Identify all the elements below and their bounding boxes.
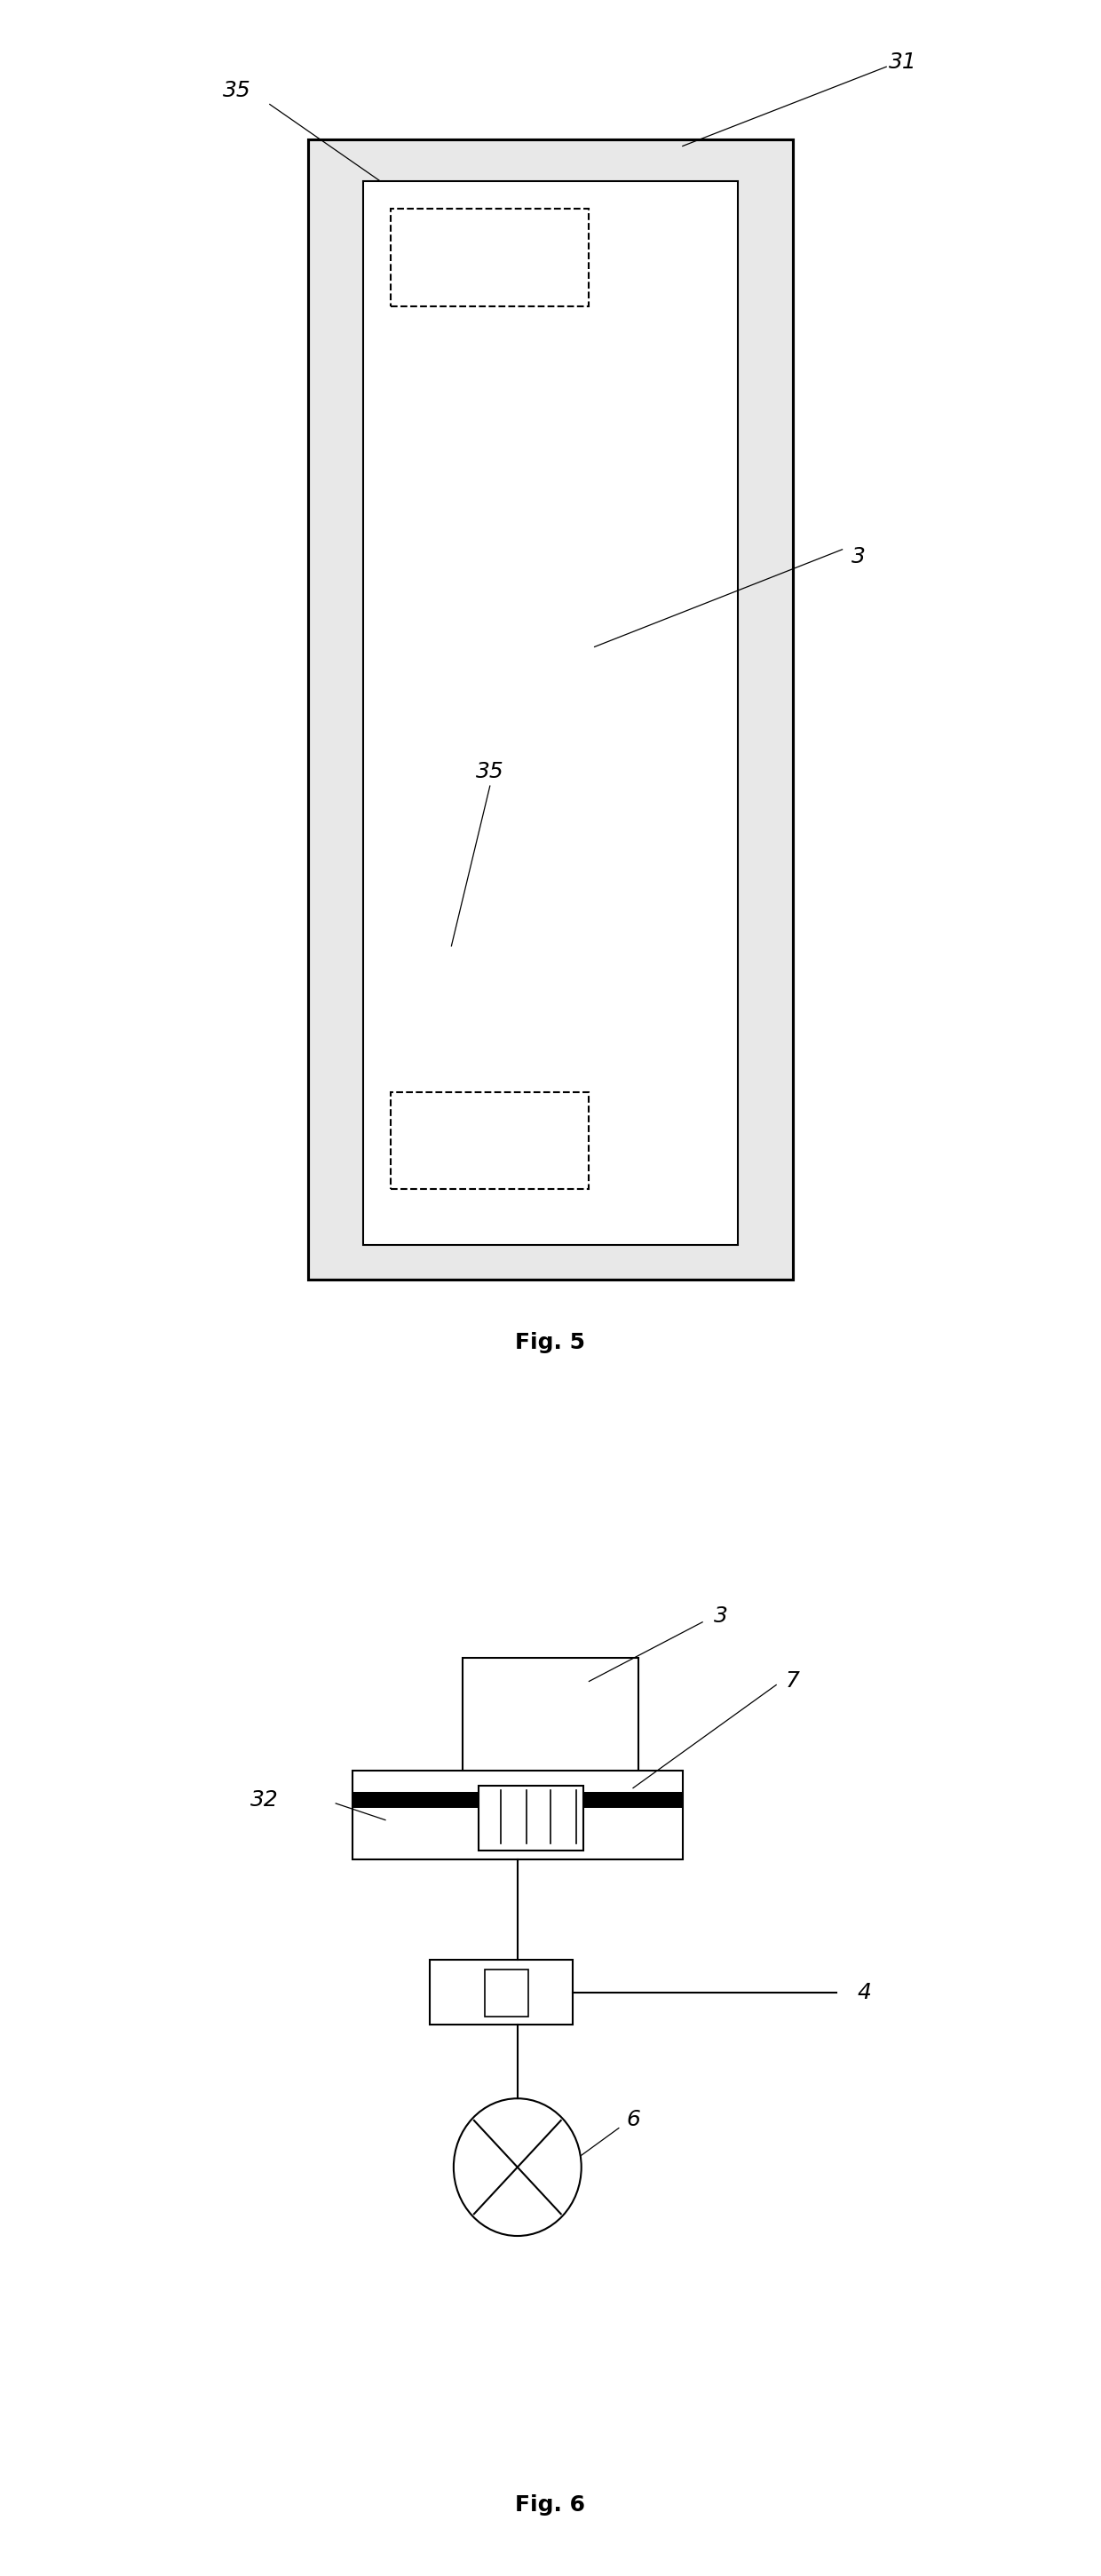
Bar — [462, 1659, 639, 1793]
Text: 31: 31 — [889, 52, 917, 72]
Text: 7: 7 — [786, 1672, 799, 1692]
Bar — [391, 209, 589, 307]
Text: 3: 3 — [715, 1605, 728, 1628]
Bar — [352, 1770, 683, 1860]
Bar — [429, 1960, 573, 2025]
Text: 35: 35 — [222, 80, 251, 100]
Text: 3: 3 — [852, 546, 865, 567]
Bar — [484, 1968, 528, 2017]
Text: 35: 35 — [476, 762, 504, 783]
Bar — [391, 1092, 589, 1190]
Bar — [363, 180, 738, 1244]
Bar — [479, 1785, 584, 1850]
Bar — [352, 1790, 683, 1808]
Text: Fig. 6: Fig. 6 — [515, 2494, 586, 2517]
Text: 6: 6 — [626, 2110, 640, 2130]
Text: 4: 4 — [858, 1984, 871, 2004]
Text: 32: 32 — [250, 1790, 279, 1811]
Bar — [308, 139, 793, 1280]
Text: Fig. 5: Fig. 5 — [515, 1332, 586, 1352]
